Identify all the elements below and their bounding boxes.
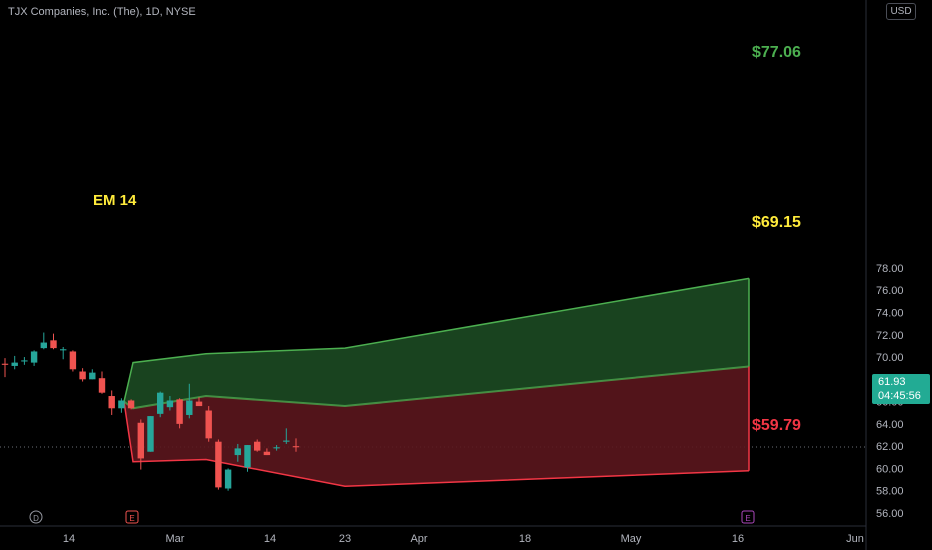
candle-body xyxy=(1,363,9,365)
candle-body xyxy=(108,396,115,409)
candle-body xyxy=(89,372,96,380)
bar-countdown: 04:45:56 xyxy=(878,390,921,402)
candle-body xyxy=(40,342,47,349)
time-tick-label: Jun xyxy=(846,533,864,545)
time-tick-label: Apr xyxy=(410,533,427,545)
earnings-marker: E xyxy=(125,510,139,524)
price-tick-label: 60.00 xyxy=(876,463,904,475)
price-tick-label: 62.00 xyxy=(876,441,904,453)
price-tick-label: 58.00 xyxy=(876,486,904,498)
time-tick-label: 18 xyxy=(519,533,531,545)
last-price-tag: 61.93 04:45:56 xyxy=(872,374,930,404)
candle-body xyxy=(79,371,86,380)
candlestick-series xyxy=(1,332,300,491)
price-tick-label: 64.00 xyxy=(876,419,904,431)
price-tick-label: 76.00 xyxy=(876,285,904,297)
candle-body xyxy=(60,349,67,351)
symbol-title: TJX Companies, Inc. (The), 1D, NYSE xyxy=(8,6,196,18)
candle-body xyxy=(234,448,241,456)
time-tick-label: Mar xyxy=(166,533,185,545)
candle-body xyxy=(137,422,144,459)
event-marker-label: E xyxy=(129,514,134,523)
earnings-icon xyxy=(125,510,139,524)
upper-target-label: $77.06 xyxy=(752,44,801,61)
event-marker-label: E xyxy=(745,514,750,523)
candle-body xyxy=(244,445,251,468)
currency-badge[interactable]: USD xyxy=(886,3,916,20)
price-tick-label: 78.00 xyxy=(876,263,904,275)
price-tick-label: 70.00 xyxy=(876,352,904,364)
lower-target-label: $59.79 xyxy=(752,417,801,434)
lower-band-fill xyxy=(124,366,749,487)
candle-body xyxy=(263,451,271,456)
candle-body xyxy=(215,441,222,488)
candle-body xyxy=(98,378,106,393)
earnings-marker: E xyxy=(741,510,755,524)
time-tick-label: 23 xyxy=(339,533,351,545)
candle-body xyxy=(21,360,28,362)
candle-body xyxy=(254,441,261,451)
candle-body xyxy=(292,446,300,448)
expected-move-bands xyxy=(123,277,750,488)
time-tick-label: 16 xyxy=(732,533,744,545)
earnings-icon xyxy=(741,510,755,524)
middle-target-label: $69.15 xyxy=(752,214,801,231)
time-tick-label: 14 xyxy=(264,533,276,545)
price-tick-label: 74.00 xyxy=(876,307,904,319)
candle-body xyxy=(127,400,135,409)
candle-body xyxy=(30,351,38,363)
price-tick-label: 56.00 xyxy=(876,508,904,520)
candle-body xyxy=(147,416,154,452)
upper-band-fill xyxy=(124,278,749,409)
dividend-marker: D xyxy=(29,510,43,524)
candle-body xyxy=(50,340,57,349)
candle-body xyxy=(11,362,18,366)
em-label: EM 14 xyxy=(93,192,137,209)
candle-body xyxy=(273,447,280,449)
upper-band-line xyxy=(123,277,750,402)
candle-body xyxy=(205,410,212,439)
candle-body xyxy=(157,392,164,414)
candle-body xyxy=(69,351,77,370)
candle-body xyxy=(118,400,125,409)
time-tick-label: May xyxy=(621,533,642,545)
candle-body xyxy=(176,399,183,424)
price-tick-label: 72.00 xyxy=(876,330,904,342)
candle-body xyxy=(283,440,290,442)
dividend-icon xyxy=(29,510,43,524)
candle-body xyxy=(224,469,232,489)
time-tick-label: 14 xyxy=(63,533,75,545)
candle-body xyxy=(186,400,193,415)
event-marker-label: D xyxy=(33,514,39,523)
time-axis[interactable]: 14 Mar 14 23 Apr 18 May 16 Jun xyxy=(63,533,864,545)
candle-body xyxy=(195,401,203,407)
last-price-value: 61.93 xyxy=(878,376,906,388)
candle-body xyxy=(166,400,174,408)
lower-band-line xyxy=(123,401,750,488)
